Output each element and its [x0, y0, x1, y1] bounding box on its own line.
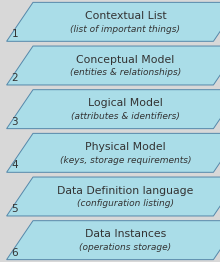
Text: Logical Model: Logical Model — [88, 99, 163, 108]
Text: Data Instances: Data Instances — [85, 230, 166, 239]
Text: 3: 3 — [11, 117, 18, 127]
Polygon shape — [7, 2, 220, 41]
Text: (keys, storage requirements): (keys, storage requirements) — [60, 156, 191, 165]
Polygon shape — [7, 133, 220, 172]
Polygon shape — [7, 177, 220, 216]
Text: 5: 5 — [11, 204, 18, 214]
Text: 6: 6 — [11, 248, 18, 258]
Text: Data Definition language: Data Definition language — [57, 186, 194, 196]
Text: (operations storage): (operations storage) — [79, 243, 171, 252]
Text: Conceptual Model: Conceptual Model — [76, 55, 174, 65]
Text: 1: 1 — [11, 29, 18, 39]
Text: 2: 2 — [11, 73, 18, 83]
Text: (configuration listing): (configuration listing) — [77, 199, 174, 208]
Text: (list of important things): (list of important things) — [70, 25, 180, 34]
Text: (entities & relationships): (entities & relationships) — [70, 68, 181, 77]
Text: (attributes & identifiers): (attributes & identifiers) — [71, 112, 180, 121]
Polygon shape — [7, 46, 220, 85]
Text: 4: 4 — [11, 160, 18, 170]
Polygon shape — [7, 221, 220, 260]
Text: Contextual List: Contextual List — [84, 11, 166, 21]
Text: Physical Model: Physical Model — [85, 142, 166, 152]
Polygon shape — [7, 90, 220, 129]
